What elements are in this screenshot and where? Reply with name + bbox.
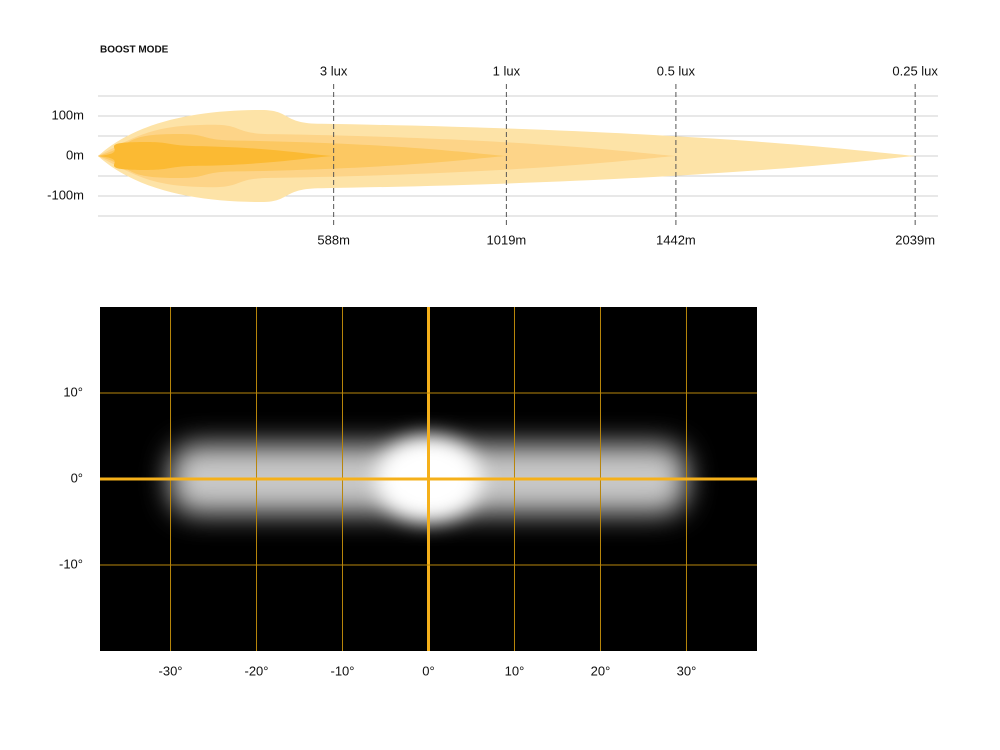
y-tick-label: 100m (51, 107, 84, 122)
x-tick-label: -30° (159, 663, 183, 678)
y-tick-label: 0° (71, 470, 83, 485)
distance-label: 2039m (895, 232, 935, 247)
y-tick-label: -100m (47, 187, 84, 202)
beam-contour (98, 142, 334, 170)
y-tick-label: 10° (63, 384, 83, 399)
x-tick-label: 10° (505, 663, 525, 678)
lux-label: 3 lux (320, 63, 348, 78)
chart-title: BOOST MODE (100, 45, 169, 56)
distance-label: 1019m (487, 232, 527, 247)
x-tick-label: 30° (677, 663, 697, 678)
y-tick-label: -10° (59, 556, 83, 571)
lux-label: 0.25 lux (892, 63, 938, 78)
x-tick-label: 0° (422, 663, 434, 678)
distance-label: 588m (317, 232, 350, 247)
y-tick-label: 0m (66, 147, 84, 162)
lux-label: 1 lux (493, 63, 521, 78)
distance-label: 1442m (656, 232, 696, 247)
lux-label: 0.5 lux (657, 63, 696, 78)
x-tick-label: -10° (331, 663, 355, 678)
x-tick-label: -20° (245, 663, 269, 678)
x-tick-label: 20° (591, 663, 611, 678)
